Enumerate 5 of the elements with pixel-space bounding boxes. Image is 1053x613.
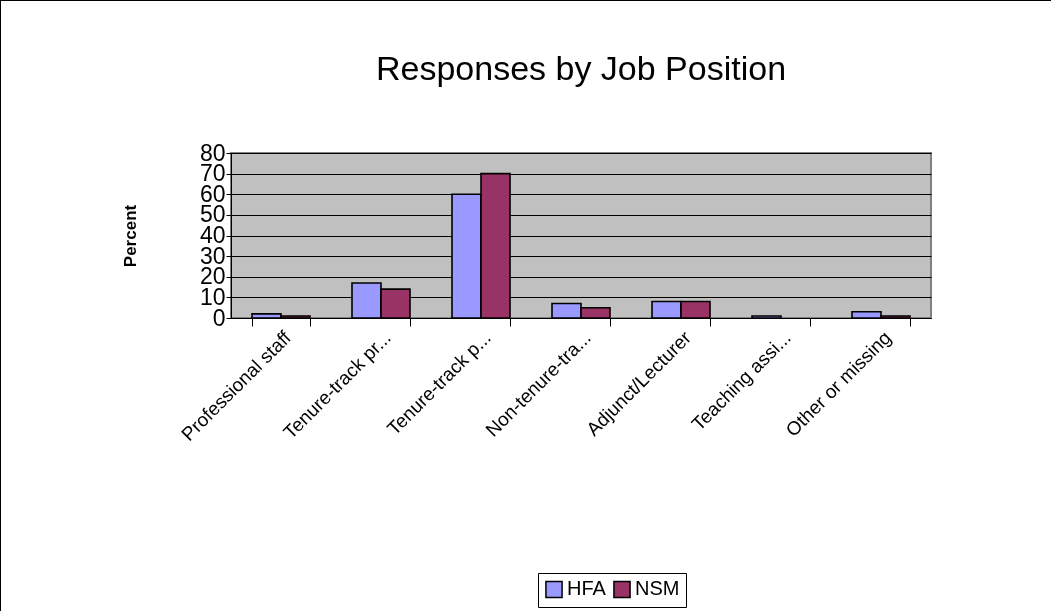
y-axis-title: Percent: [120, 204, 140, 268]
legend-label: NSM: [635, 577, 680, 600]
legend-label: HFA: [567, 577, 607, 600]
chart-title: Responses by Job Position: [375, 49, 787, 87]
y-tick-label: 40: [199, 222, 226, 248]
